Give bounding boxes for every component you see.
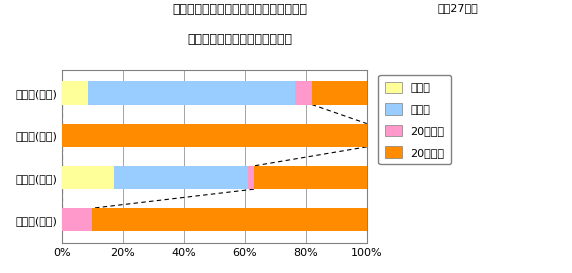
Bar — [254, 166, 367, 189]
Legend: 妊産婦, 乳幼児, 20歳未満, 20歳以上: 妊産婦, 乳幼児, 20歳未満, 20歳以上 — [379, 75, 451, 164]
Bar — [114, 166, 248, 189]
Bar — [62, 124, 367, 147]
Bar — [248, 166, 254, 189]
Text: 保健所及び市町村が実施した栄養指導の: 保健所及び市町村が実施した栄養指導の — [173, 3, 308, 16]
Bar — [295, 81, 312, 105]
Bar — [62, 208, 92, 232]
Bar — [88, 81, 295, 105]
Bar — [62, 81, 88, 105]
Bar — [312, 81, 367, 105]
Bar — [92, 208, 367, 232]
Text: 被指導延人員数の対象者別割合: 被指導延人員数の対象者別割合 — [188, 33, 293, 46]
Text: 平成27年度: 平成27年度 — [437, 3, 478, 13]
Bar — [62, 166, 114, 189]
